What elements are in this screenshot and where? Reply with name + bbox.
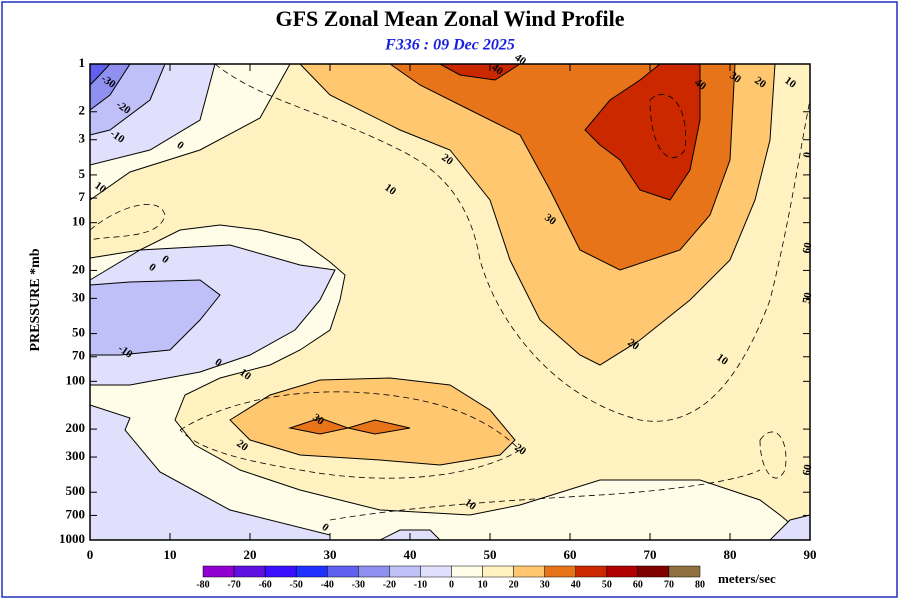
y-tick-label: 100 [66, 372, 86, 387]
y-tick-label: 300 [66, 448, 86, 463]
contour-label: 0 [147, 261, 159, 274]
colorbar-swatch [358, 565, 390, 578]
colorbar-swatch [420, 565, 452, 578]
colorbar-label: -20 [383, 579, 396, 590]
colorbar-swatch [606, 565, 639, 578]
contour-dashed [214, 63, 811, 422]
colorbar-swatch [233, 565, 266, 578]
colorbar-label: -60 [258, 579, 271, 590]
x-tick-label: 0 [87, 547, 94, 562]
contour-dashed [329, 469, 761, 521]
colorbar-label: 30 [540, 579, 550, 590]
contour-dashed [759, 431, 787, 479]
colorbar-label: -50 [290, 579, 303, 590]
y-axis-label: PRESSURE *mb [28, 248, 43, 351]
colorbar-label: 60 [633, 579, 643, 590]
y-tick-label: 200 [66, 420, 86, 435]
colorbar-swatch [575, 565, 608, 578]
y-tick-label: 50 [72, 325, 85, 340]
y-tick-label: 5 [79, 166, 86, 181]
colorbar-unit: meters/sec [718, 571, 776, 586]
contour-label: 0 [160, 253, 172, 266]
colorbar-swatch [637, 565, 670, 578]
axes: 0 10 20 30 40 50 60 70 80 90 1 2 3 5 7 10 20 30 50 70 100 200… [59, 55, 817, 562]
colorbar-swatch [482, 565, 514, 578]
colorbar-label: 20 [509, 579, 519, 590]
colorbar-label: -40 [321, 579, 334, 590]
chart-subtitle: F336 : 09 Dec 2025 [384, 37, 515, 54]
y-tick-label: 2 [79, 103, 86, 118]
colorbar-label: 10 [478, 579, 488, 590]
colorbar-swatch [295, 565, 328, 578]
contour-label: 0 [320, 521, 332, 534]
y-tick-label: 20 [72, 261, 85, 276]
x-tick-label: 90 [804, 547, 817, 562]
colorbar-label: 0 [449, 579, 454, 590]
x-tick-label: 80 [724, 547, 737, 562]
contour-label: 50 [801, 291, 815, 304]
colorbar-swatch [668, 565, 701, 578]
colorbar-label: -80 [196, 579, 209, 590]
contour-dashed [649, 94, 687, 159]
contour-label: 0 [175, 139, 187, 152]
y-tick-label: 700 [66, 506, 86, 521]
colorbar-label: 50 [602, 579, 612, 590]
x-tick-label: 40 [404, 547, 417, 562]
y-tick-label: 1000 [59, 531, 85, 546]
x-tick-label: 30 [324, 547, 337, 562]
contour-region [89, 279, 221, 356]
colorbar-label: 70 [664, 579, 674, 590]
colorbar-label: -30 [352, 579, 365, 590]
contour-label: 60 [801, 241, 815, 254]
contour-label: 0 [213, 356, 225, 369]
colorbar-label: -70 [227, 579, 240, 590]
colorbar-swatch [513, 565, 545, 578]
colorbar-label: 40 [571, 579, 581, 590]
contour-region [288, 417, 411, 435]
contour-dashed [89, 203, 166, 241]
colorbar-swatch [327, 565, 359, 578]
colorbar-swatch [451, 565, 483, 578]
contour-region [584, 63, 701, 201]
colorbar-swatch [202, 565, 235, 578]
x-tick-label: 60 [564, 547, 577, 562]
colorbar-label: 80 [695, 579, 705, 590]
colorbar-swatch [544, 565, 576, 578]
chart-title: GFS Zonal Mean Zonal Wind Profile [275, 6, 624, 31]
y-tick-label: 70 [72, 348, 85, 363]
colorbar-label: -10 [414, 579, 427, 590]
x-tick-label: 50 [484, 547, 497, 562]
y-tick-label: 1 [79, 55, 86, 70]
plot-border [89, 63, 811, 541]
contour-label: 60 [801, 463, 815, 476]
x-tick-label: 10 [164, 547, 177, 562]
colorbar-swatch [264, 565, 297, 578]
contour-label: 0 [801, 151, 814, 159]
y-tick-label: 500 [66, 483, 86, 498]
y-tick-label: 30 [72, 289, 85, 304]
y-tick-label: 10 [72, 214, 85, 229]
y-tick-label: 3 [79, 131, 86, 146]
x-tick-label: 70 [644, 547, 657, 562]
contour-dashed [179, 391, 521, 479]
colorbar-swatch [389, 565, 421, 578]
x-tick-label: 20 [244, 547, 257, 562]
y-tick-label: 7 [79, 189, 86, 204]
